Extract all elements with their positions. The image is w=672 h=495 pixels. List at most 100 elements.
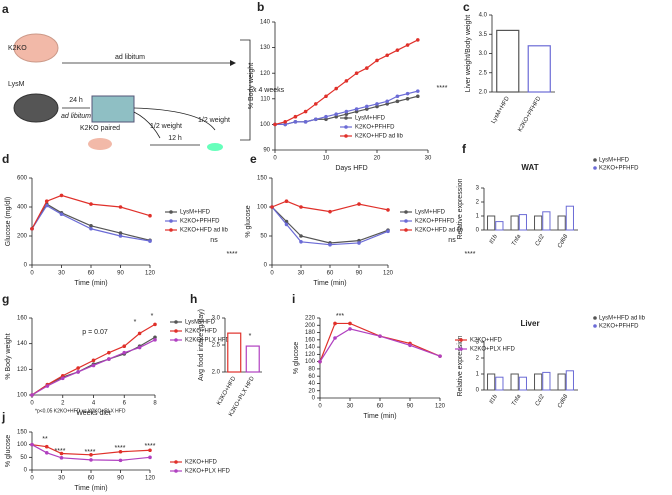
annotation: **** xyxy=(55,448,66,455)
point xyxy=(299,205,303,209)
series-line xyxy=(31,339,156,396)
y-tick-label: 150 xyxy=(257,176,268,182)
y-tick-label: 2 xyxy=(476,356,480,362)
x-tick-label: 0 xyxy=(30,401,34,407)
point xyxy=(137,331,142,336)
y-tick-label: 0 xyxy=(264,263,268,269)
legend-marker xyxy=(344,116,348,120)
annotation: p = 0.07 xyxy=(82,329,108,336)
point xyxy=(153,335,157,340)
series-line xyxy=(271,206,389,244)
annotation: ** xyxy=(42,436,48,443)
point xyxy=(89,226,93,231)
y-tick-label: 3.5 xyxy=(479,32,488,38)
x-tick-label: 6 xyxy=(123,401,127,407)
point xyxy=(357,202,361,206)
panel-label: c xyxy=(463,0,470,14)
legend-label: K2KO+HFD xyxy=(185,460,218,466)
point xyxy=(324,114,328,119)
point xyxy=(137,345,142,350)
label: x 4 weeks xyxy=(253,87,285,94)
legend-marker xyxy=(404,228,408,232)
point xyxy=(59,451,64,456)
x-axis-label: Weeks diet xyxy=(76,410,111,417)
x-tick-label: 20 xyxy=(374,156,381,162)
point xyxy=(148,213,152,218)
point xyxy=(118,234,123,238)
y-tick-label: 200 xyxy=(305,323,316,329)
point xyxy=(283,122,288,127)
x-tick-label: 10 xyxy=(323,156,330,162)
y-axis-label: Relative expression xyxy=(457,335,464,396)
y-tick-label: 2.5 xyxy=(212,343,221,349)
x-tick-label: 4 xyxy=(92,401,96,407)
legend-label: K2KO+PFHFD xyxy=(355,125,395,131)
legend-marker xyxy=(169,228,173,232)
y-tick-label: 400 xyxy=(17,205,28,211)
chart: j 0 50 100 150 % glucose 0 30 60 90 120 Time (min) K… xyxy=(1,410,231,492)
y-tick-label: 1 xyxy=(476,372,480,378)
point xyxy=(344,112,349,116)
x-tick-label: Tnfa xyxy=(511,233,523,247)
legend-marker xyxy=(593,316,597,320)
panel-label: a xyxy=(2,2,9,16)
point xyxy=(303,120,308,124)
y-tick-label: 100 xyxy=(305,359,316,365)
point xyxy=(118,205,123,209)
y-tick-label: 140 xyxy=(305,345,316,351)
x-axis-label: Time (min) xyxy=(363,413,396,420)
y-tick-label: 100 xyxy=(17,442,28,448)
y-tick-label: 0 xyxy=(476,228,480,234)
point xyxy=(284,222,289,227)
legend-marker xyxy=(174,469,178,473)
point xyxy=(385,53,390,58)
y-tick-label: 180 xyxy=(305,330,316,336)
bar xyxy=(518,214,527,231)
point xyxy=(148,448,152,453)
legend-label: K2KO+PLX HFD xyxy=(185,469,231,475)
y-tick-label: 130 xyxy=(260,45,271,51)
point xyxy=(153,338,157,342)
diagram: a K2KO LysM ad libitum 24 h ad libitum K… xyxy=(2,2,285,151)
point xyxy=(89,453,93,457)
point xyxy=(354,109,359,114)
point xyxy=(148,239,152,243)
point xyxy=(273,122,277,127)
x-tick-label: K2KO+PFHFD xyxy=(517,95,542,133)
y-tick-label: 3.0 xyxy=(479,51,488,57)
label: 1/2 weight xyxy=(150,123,182,130)
x-tick-label: 30 xyxy=(425,156,432,162)
point xyxy=(416,89,420,93)
arrow-head xyxy=(230,60,236,66)
point xyxy=(405,97,410,101)
legend-label: LysM+HFD xyxy=(355,116,386,122)
mouse xyxy=(88,138,112,150)
point xyxy=(365,107,369,111)
point xyxy=(299,234,303,238)
point xyxy=(395,48,400,52)
point xyxy=(314,102,318,106)
point xyxy=(76,366,80,370)
point xyxy=(328,209,332,214)
legend-label: K2KO+HFD xyxy=(470,338,503,344)
y-tick-label: 220 xyxy=(305,316,316,322)
bar xyxy=(527,45,551,93)
annotation: *** xyxy=(336,313,344,320)
legend-label: K2KO+HFD ad lib xyxy=(355,134,404,140)
x-tick-label: 60 xyxy=(327,271,334,277)
annotation: **** xyxy=(227,251,238,258)
x-tick-label: 30 xyxy=(58,476,65,482)
y-tick-label: 120 xyxy=(260,71,271,77)
point xyxy=(375,102,379,106)
point xyxy=(344,109,349,114)
point xyxy=(89,202,93,206)
bar xyxy=(534,373,543,391)
y-tick-label: 100 xyxy=(17,393,28,399)
bar xyxy=(510,215,519,231)
point xyxy=(60,376,65,381)
x-tick-label: 120 xyxy=(383,271,394,277)
bar xyxy=(495,376,504,391)
mouse xyxy=(13,93,59,123)
